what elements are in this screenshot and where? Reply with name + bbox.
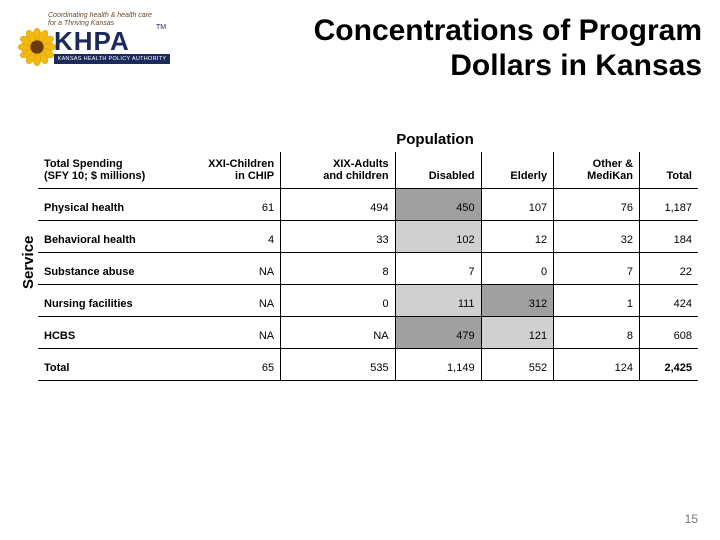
cell: 7 xyxy=(395,253,481,285)
cell: 1,187 xyxy=(640,189,698,221)
cell: 7 xyxy=(554,253,640,285)
title-line1: Concentrations of Program xyxy=(314,14,702,47)
table-row: Nursing facilitiesNA01113121424 xyxy=(38,285,698,317)
col-header: Disabled xyxy=(395,152,481,189)
cell: 76 xyxy=(554,189,640,221)
slide-title: Concentrations of Program Dollars in Kan… xyxy=(186,12,702,83)
row-label: Total xyxy=(38,349,166,381)
cell: 102 xyxy=(395,221,481,253)
cell: 4 xyxy=(166,221,281,253)
cell: NA xyxy=(166,285,281,317)
tagline-line1: Coordinating health & health care xyxy=(48,12,152,19)
cell: 494 xyxy=(281,189,395,221)
cell: 124 xyxy=(554,349,640,381)
cell: 111 xyxy=(395,285,481,317)
row-label: Physical health xyxy=(38,189,166,221)
cell: 535 xyxy=(281,349,395,381)
logo-name: KHPA xyxy=(54,26,130,57)
cell: 33 xyxy=(281,221,395,253)
table-header-row: Total Spending (SFY 10; $ millions) XXI-… xyxy=(38,152,698,189)
cell: 22 xyxy=(640,253,698,285)
cell: 184 xyxy=(640,221,698,253)
col-header: XXI-Children in CHIP xyxy=(166,152,281,189)
cell: 8 xyxy=(554,317,640,349)
table-row: Physical health61494450107761,187 xyxy=(38,189,698,221)
cell: 61 xyxy=(166,189,281,221)
row-label: HCBS xyxy=(38,317,166,349)
cell: 121 xyxy=(481,317,554,349)
row-label: Behavioral health xyxy=(38,221,166,253)
cell: 312 xyxy=(481,285,554,317)
col-header: Other & MediKan xyxy=(554,152,640,189)
sunflower-icon xyxy=(18,28,56,66)
table-row: Behavioral health4331021232184 xyxy=(38,221,698,253)
cell: 12 xyxy=(481,221,554,253)
cell: 552 xyxy=(481,349,554,381)
khpa-logo: Coordinating health & health care for a … xyxy=(18,12,178,72)
cell: 1,149 xyxy=(395,349,481,381)
cell: NA xyxy=(166,317,281,349)
col-header: XIX-Adults and children xyxy=(281,152,395,189)
table-row: HCBSNANA4791218608 xyxy=(38,317,698,349)
axis-population-label: Population xyxy=(168,131,702,148)
spending-table: Total Spending (SFY 10; $ millions) XXI-… xyxy=(38,152,698,381)
row-label: Substance abuse xyxy=(38,253,166,285)
cell: 65 xyxy=(166,349,281,381)
cell: 0 xyxy=(281,285,395,317)
cell: NA xyxy=(166,253,281,285)
cell: 32 xyxy=(554,221,640,253)
cell: 450 xyxy=(395,189,481,221)
cell: 2,425 xyxy=(640,349,698,381)
col-header: Elderly xyxy=(481,152,554,189)
header-rowhead: Total Spending (SFY 10; $ millions) xyxy=(38,152,166,189)
data-table-wrap: Population Service Total Spending (SFY 1… xyxy=(38,131,702,381)
cell: 0 xyxy=(481,253,554,285)
cell: 8 xyxy=(281,253,395,285)
logo-subtitle: KANSAS HEALTH POLICY AUTHORITY xyxy=(54,54,170,64)
col-header: Total xyxy=(640,152,698,189)
table-total-row: Total655351,1495521242,425 xyxy=(38,349,698,381)
cell: 1 xyxy=(554,285,640,317)
table-row: Substance abuseNA870722 xyxy=(38,253,698,285)
cell: 479 xyxy=(395,317,481,349)
cell: 107 xyxy=(481,189,554,221)
cell: NA xyxy=(281,317,395,349)
row-label: Nursing facilities xyxy=(38,285,166,317)
cell: 608 xyxy=(640,317,698,349)
cell: 424 xyxy=(640,285,698,317)
page-number: 15 xyxy=(685,512,698,526)
axis-service-label: Service xyxy=(20,236,37,289)
title-line2: Dollars in Kansas xyxy=(450,49,702,82)
logo-tm: TM xyxy=(156,24,166,31)
